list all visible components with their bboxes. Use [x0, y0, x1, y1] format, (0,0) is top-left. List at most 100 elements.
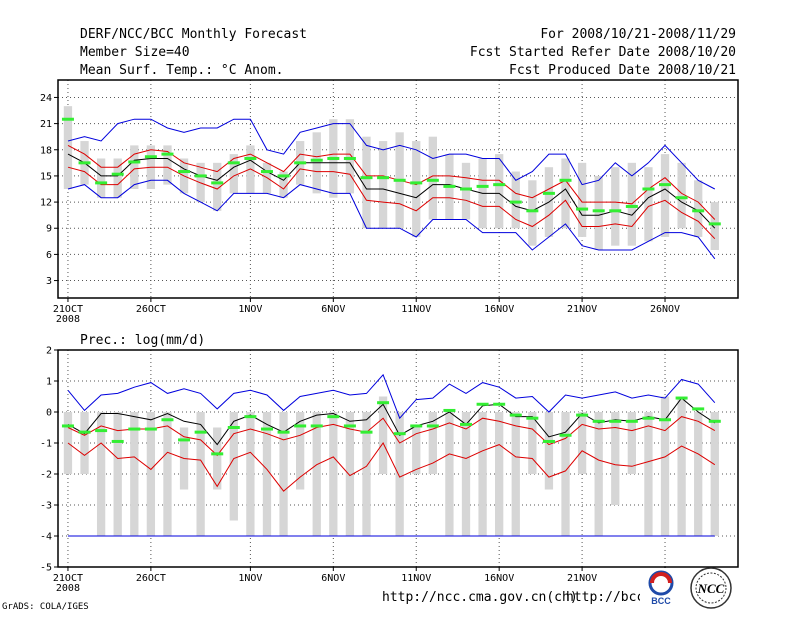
median-marker [95, 429, 108, 433]
median-marker [61, 424, 74, 428]
spread-box [312, 412, 321, 536]
median-marker [244, 415, 257, 419]
median-marker [144, 155, 157, 159]
plot-frame [57, 349, 739, 568]
spread-box [511, 412, 520, 536]
y-tick-label: -4 [40, 532, 52, 543]
median-marker [410, 181, 423, 185]
median-marker [659, 183, 672, 187]
spread-box [660, 396, 670, 536]
y-tick-label: -3 [40, 501, 52, 512]
median-marker [642, 416, 655, 420]
y-tick-label: -5 [40, 563, 52, 574]
median-marker [692, 407, 705, 411]
ncc-logo: NCC [690, 567, 732, 609]
median-marker [526, 416, 539, 420]
x-tick-label: 26OCT [136, 304, 166, 315]
spread-box [362, 412, 371, 536]
spread-box [113, 158, 122, 198]
y-tick-label: 12 [40, 198, 52, 209]
spread-box [544, 412, 554, 490]
median-marker [260, 170, 273, 174]
median-marker [360, 176, 373, 180]
spread-box [163, 412, 172, 536]
spread-box [428, 412, 437, 474]
y-tick-label: 24 [40, 93, 52, 104]
x-tick-label: 6NOV [321, 304, 345, 315]
spread-box [246, 412, 255, 536]
x-tick-label: 21OCT [53, 573, 83, 584]
ncc-url-link[interactable]: http://ncc.cma.gov.cn(ch) [382, 590, 578, 605]
spread-box [611, 412, 620, 505]
plot-frame [57, 79, 739, 299]
median-marker [111, 439, 124, 443]
median-marker [559, 433, 572, 437]
spread-box [262, 412, 272, 536]
median-marker [609, 209, 622, 213]
spread-box [395, 412, 404, 536]
median-marker [78, 430, 91, 434]
spread-box [345, 412, 355, 536]
spread-box [461, 412, 471, 536]
spread-box [577, 162, 587, 237]
median-marker [708, 222, 721, 226]
median-marker [343, 424, 356, 428]
precip-panel-title: Prec.: log(mm/d) [80, 333, 205, 348]
std-low-line [67, 442, 716, 492]
y-tick-label: 21 [40, 119, 52, 130]
spread-box [378, 396, 388, 474]
median-marker [277, 430, 290, 434]
median-marker [161, 418, 174, 422]
spread-box [296, 412, 305, 490]
spread-box [279, 412, 288, 536]
spread-box [362, 136, 371, 229]
median-marker [542, 191, 555, 195]
median-marker [294, 424, 307, 428]
median-marker [692, 209, 705, 213]
median-marker [493, 183, 506, 187]
median-marker [443, 184, 456, 188]
median-marker [476, 402, 489, 406]
spread-box [412, 141, 421, 237]
std-high-line [67, 144, 716, 220]
median-marker [460, 187, 472, 191]
spread-box [611, 167, 620, 246]
spread-box [644, 412, 653, 536]
median-marker [244, 156, 257, 160]
spread-box [710, 412, 719, 536]
spread-box [677, 396, 686, 536]
median-marker [128, 160, 141, 164]
median-marker [393, 178, 406, 182]
median-marker [194, 174, 207, 178]
spread-box [561, 412, 570, 536]
x-tick-label: 16NOV [484, 573, 514, 584]
y-tick-label: 3 [46, 276, 52, 287]
forecast-started-label: Fcst Started Refer Date 2008/10/20 [469, 45, 736, 60]
median-marker [377, 401, 390, 405]
median-marker [460, 422, 472, 426]
bcc-url-link[interactable]: http://bcc. [566, 590, 653, 605]
median-marker [493, 402, 506, 406]
median-marker [260, 427, 273, 431]
x-tick-label: 1NOV [238, 573, 262, 584]
y-tick-label: 2 [46, 346, 52, 357]
median-marker [592, 209, 605, 213]
y-tick-label: -2 [40, 470, 52, 481]
median-marker [327, 415, 340, 419]
median-marker [144, 427, 157, 431]
x-tick-sublabel: 2008 [56, 314, 80, 325]
y-tick-label: 1 [46, 377, 52, 388]
median-marker [227, 161, 240, 165]
median-marker [708, 419, 721, 423]
median-marker [476, 184, 489, 188]
median-marker [78, 161, 91, 165]
median-marker [277, 174, 290, 178]
spread-box [146, 412, 156, 536]
spread-box [229, 154, 238, 194]
median-marker [625, 419, 638, 423]
x-tick-label: 21NOV [567, 573, 597, 584]
median-marker [178, 170, 191, 174]
x-tick-label: 21OCT [53, 304, 83, 315]
